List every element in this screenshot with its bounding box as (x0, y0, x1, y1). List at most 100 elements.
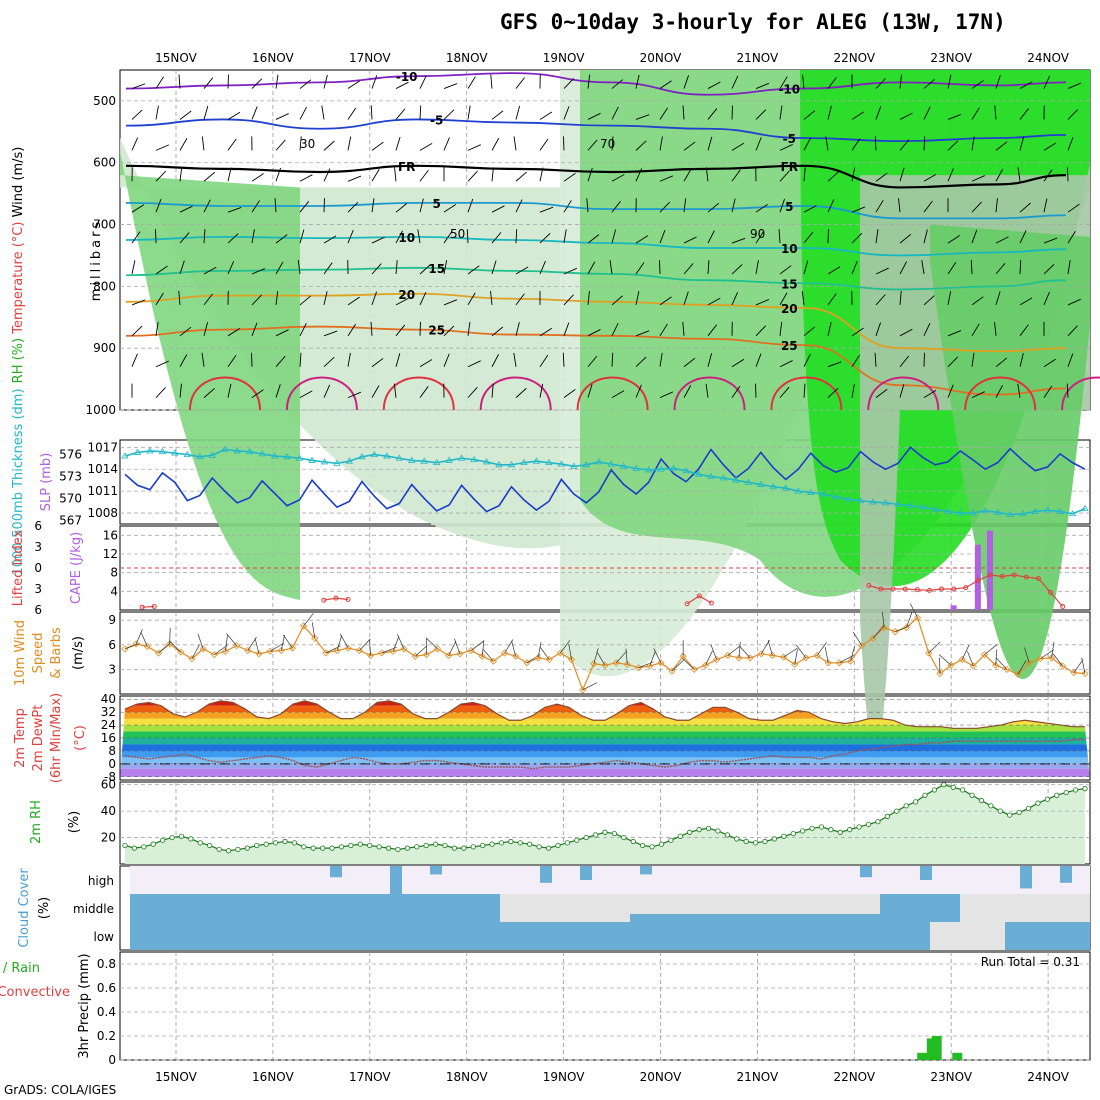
wind-barb (1067, 109, 1079, 120)
footer-credit: GrADS: COLA/IGES (4, 1083, 117, 1097)
wind-barb (731, 169, 741, 182)
axis-title-part: Temperature (°C) (11, 217, 26, 334)
rh-marker (141, 844, 147, 850)
wind-barb (779, 321, 783, 336)
wind-barb (803, 205, 817, 213)
wind-barb (803, 231, 814, 244)
wind-barb (803, 260, 809, 275)
temp-band (120, 731, 1090, 738)
surface-wind-barb (135, 629, 143, 645)
wind-barb (587, 234, 600, 244)
cloud-high-bar (430, 866, 442, 875)
wind-barb (1043, 385, 1053, 398)
wind-speed-marker (768, 651, 777, 660)
temp-band (120, 725, 1090, 732)
lifted-index-line (142, 605, 155, 608)
wind-barb (611, 229, 617, 244)
li-tick-label: 0 (34, 561, 42, 575)
wind-barb (371, 357, 384, 368)
wind-barb (179, 354, 188, 367)
upper-air-axis-title: RH (%) Temperature (°C) Wind (m/s) (11, 147, 26, 384)
rh-marker (1016, 809, 1022, 816)
date-label-bottom: 15NOV (155, 1070, 197, 1084)
thickness-marker (632, 464, 640, 471)
wind-speed-marker (389, 647, 397, 655)
thickness-marker (183, 450, 192, 458)
wind-barb (203, 171, 216, 182)
wind-speed-marker (500, 649, 509, 657)
isotherm-label: 5 (785, 200, 793, 214)
surface-wind-barb (482, 648, 494, 662)
run-total-label: Run Total = 0.31 (981, 955, 1080, 969)
wind-barb (491, 205, 505, 213)
rh-marker (743, 838, 749, 845)
wind-speed-marker (1014, 670, 1022, 678)
wind-barb (299, 352, 302, 367)
surface-wind-barb (882, 611, 885, 628)
wind-barb (515, 266, 529, 275)
wind-barb (227, 206, 242, 213)
cloud-level-label: low (94, 930, 115, 944)
thickness-tick-label: 567 (59, 513, 82, 527)
rh-marker (150, 841, 156, 847)
wind-barb (201, 352, 205, 367)
wind-speed-marker (367, 651, 375, 660)
li-tick-label: 3 (34, 582, 42, 596)
wind-barb (851, 327, 864, 337)
rh-marker (1054, 792, 1060, 798)
wind-barb (179, 232, 190, 244)
wind-barb (1067, 203, 1080, 213)
rh-unit-title: (%) (67, 811, 82, 834)
wind-barb (731, 264, 743, 275)
wind-barb (851, 232, 863, 244)
surface-wind-barb (783, 648, 798, 658)
wind-barb (779, 76, 788, 89)
wind-barb (323, 356, 335, 368)
wind-barb (323, 168, 331, 182)
wind-speed-marker (288, 644, 297, 652)
wind-speed-marker (567, 655, 576, 664)
wind-barb (347, 391, 362, 399)
rh-marker (122, 842, 128, 849)
wind-barb (227, 355, 237, 367)
isotherm-label: 20 (781, 302, 798, 316)
wind-barb (1043, 291, 1050, 306)
wind-barb (419, 105, 422, 120)
wind-barb (491, 354, 499, 367)
wind-barb (203, 77, 214, 89)
cloud-high-bar (390, 866, 402, 894)
surface-wind-barb (596, 651, 606, 666)
rh-marker (489, 841, 495, 847)
wind-barb (1017, 383, 1021, 398)
wind-barb (513, 136, 517, 151)
rh-marker (423, 842, 429, 849)
wind-barb (491, 383, 494, 398)
axis-title-part: Wind (m/s) (11, 147, 26, 218)
wind-barb (851, 206, 866, 213)
wind-barb (875, 229, 879, 244)
wind-barb (995, 168, 1004, 182)
thickness-marker (395, 454, 403, 461)
wind-barb (491, 110, 504, 120)
rh-marker (291, 840, 298, 846)
wind-speed-marker (992, 661, 1000, 669)
wind-barb (923, 295, 935, 306)
surface-wind-barb (539, 646, 550, 660)
isotherm-label: 5 (433, 197, 441, 211)
wind-speed-marker (1081, 669, 1089, 678)
surface-wind-barb (967, 651, 974, 667)
wind-barb (801, 290, 805, 305)
rh-marker (894, 808, 900, 814)
wind-barb (443, 260, 448, 275)
thickness-marker (707, 472, 715, 479)
wind-speed-marker (1047, 654, 1056, 662)
thickness-marker (121, 452, 129, 459)
surface-wind-barb (906, 612, 913, 628)
thickness-marker (233, 447, 241, 454)
rh-marker (931, 787, 938, 793)
wind-barb (1067, 325, 1078, 337)
surface-wind-barb (280, 634, 285, 651)
wind-barb (227, 167, 232, 182)
temp-band (120, 738, 1090, 745)
